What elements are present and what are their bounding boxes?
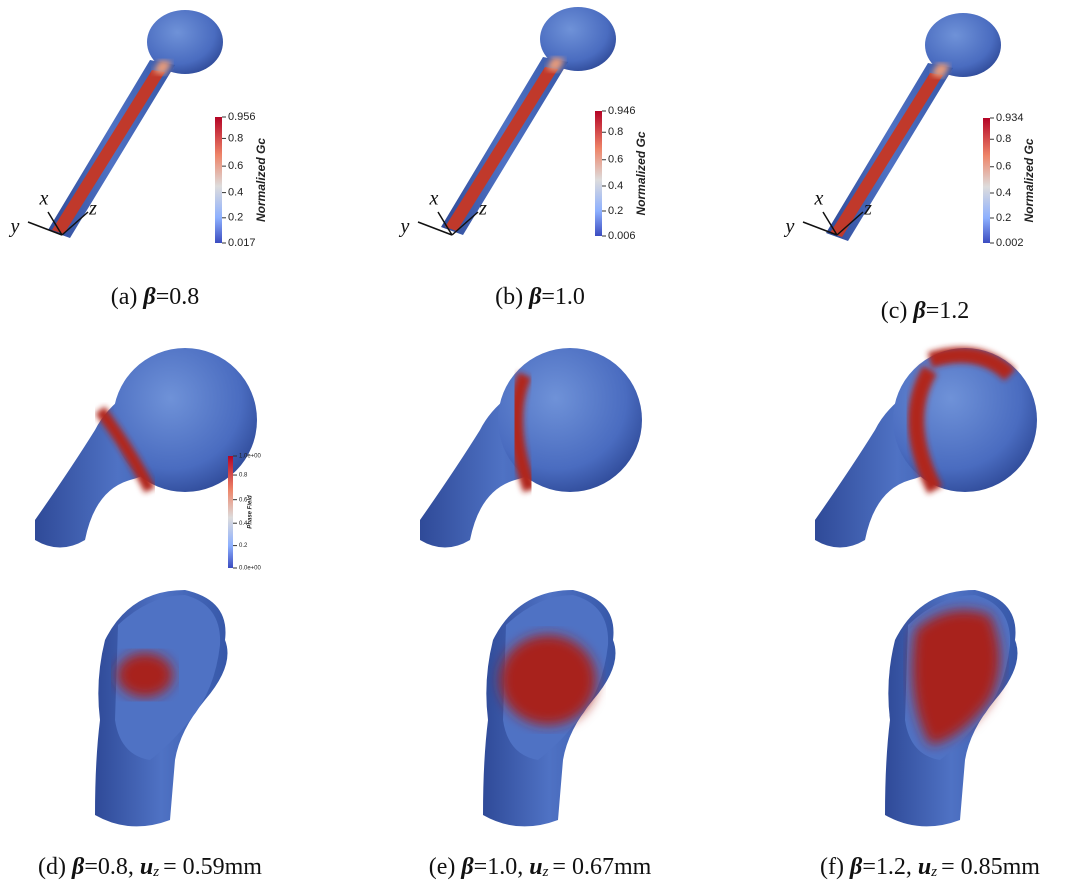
tick-label: 0.2 [239,543,248,549]
axis-label: x [429,188,439,210]
colorbars: 0.956 0.8 0.6 0.4 0.2 0.017 Normalized Gc 0.946… [215,105,1036,572]
tick-label: 0.002 [996,237,1024,249]
subscript: z [542,864,549,880]
tick-label: 0.0e+00 [239,566,262,572]
tick-label: 0.4 [996,187,1011,199]
caption: (a) β=0.8 [111,284,199,310]
tick-label: 0.8 [996,133,1011,145]
colorbar-title: Normalized Gc [254,138,268,222]
damage-zone [117,653,173,697]
symbol: β [528,284,542,310]
caption: (f) β=1.2, uz= 0.85mm [820,854,1040,881]
tick-label: 0.2 [996,212,1011,224]
captions: (d) β=0.8, uz= 0.59mm(e) β=1.0, uz= 0.67… [38,854,1040,881]
bone-render [826,13,1001,241]
colorbar-title: Normalized Gc [634,131,648,215]
tick-label: 0.8 [239,473,248,479]
axis-label: z [863,198,872,220]
axis-label: x [39,188,49,210]
symbol: β [849,854,863,880]
value: = 0.85mm [941,854,1040,880]
tick-label: 0.4 [608,180,623,192]
tick-label: 1.0e+00 [239,454,262,460]
caption-label: (a) [111,284,138,310]
value: =1.2 [926,298,970,324]
variable: u [529,854,542,880]
caption: (e) β=1.0, uz= 0.67mm [429,854,652,881]
caption-label: (d) [38,854,66,880]
caption: (c) β=1.2 [881,298,969,324]
colorbar [228,456,233,568]
axis-label: y [784,216,795,238]
colorbar [595,111,602,236]
colorbar [215,117,222,243]
colorbar [983,118,990,243]
caption-label: (e) [429,854,456,880]
tick-label: 0.6 [228,160,243,172]
value: = 0.67mm [552,854,651,880]
value: = 0.59mm [163,854,262,880]
axis-label: y [399,216,410,238]
axis-label: x [814,188,824,210]
tick-label: 0.6 [996,161,1011,173]
tick-label: 0.956 [228,111,256,123]
bone-render [48,10,223,238]
value: =1.0, [474,854,524,880]
tick-label: 0.8 [608,126,623,138]
subscript: z [930,864,937,880]
colorbar-title: Phase Field [248,495,254,529]
tick-label: 0.2 [608,205,623,217]
symbol: β [71,854,85,880]
subscript: z [152,864,159,880]
axis-label: z [88,198,97,220]
tick-label: 0.006 [608,230,636,242]
value: =0.8, [84,854,134,880]
symbol: β [912,298,926,324]
tick-label: 0.946 [608,105,636,117]
bone-render [441,7,616,235]
damage-zone [500,635,596,725]
axis-label: z [478,198,487,220]
variable: u [918,854,931,880]
symbol: β [142,284,156,310]
bone-section [95,590,228,826]
damage-zone [912,610,1000,745]
value: =1.2, [862,854,912,880]
symbol: β [460,854,474,880]
tick-label: 0.017 [228,237,256,249]
tick-label: 0.2 [228,212,243,224]
tick-label: 0.934 [996,112,1024,124]
axis-label: y [9,216,20,238]
tick-label: 0.4 [228,187,243,199]
caption: (d) β=0.8, uz= 0.59mm [38,854,262,881]
caption-label: (b) [495,284,523,310]
caption-label: (c) [881,298,908,324]
tick-label: 0.8 [228,132,243,144]
tick-label: 0.6 [608,154,623,166]
caption: (b) β=1.0 [495,284,585,310]
figure: (a) β=0.8 (b) β=1.0 (c) β=1.2 (d) β=0.8,… [0,0,1081,890]
variable: u [140,854,153,880]
bone-render [35,348,257,548]
caption-label: (f) [820,854,844,880]
colorbar-title: Normalized Gc [1022,138,1036,222]
figure-canvas: (a) β=0.8 (b) β=1.0 (c) β=1.2 (d) β=0.8,… [0,0,1081,890]
value: =1.0 [541,284,585,310]
value: =0.8 [156,284,200,310]
